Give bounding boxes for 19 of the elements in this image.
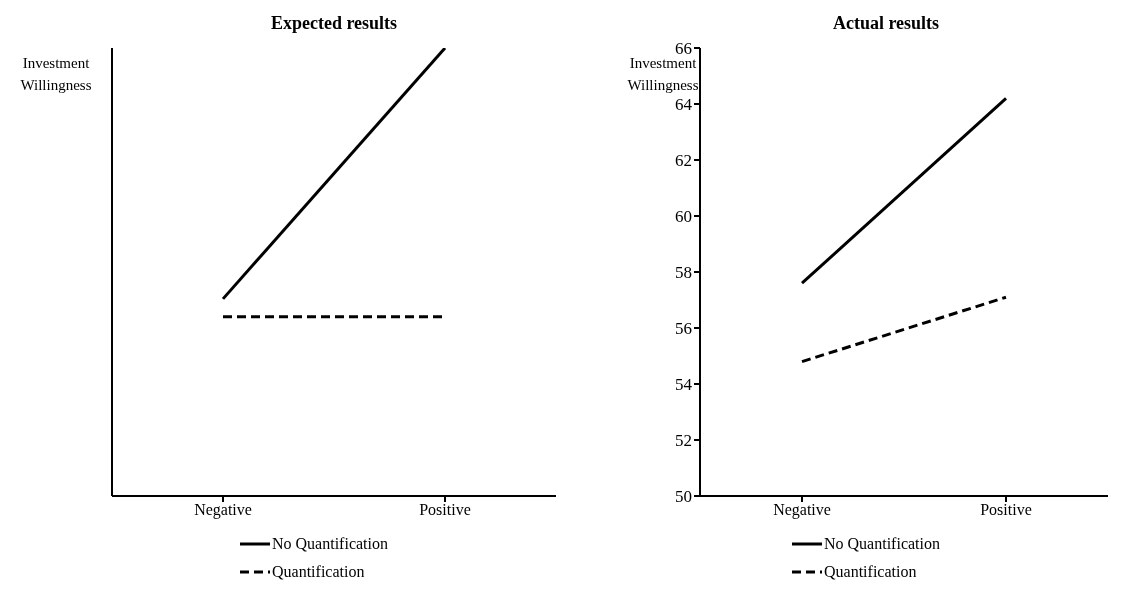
legend-label: No Quantification <box>824 535 940 553</box>
y-tick-label: 60 <box>675 207 692 227</box>
x-tick-label: Positive <box>419 501 471 519</box>
y-axis-title: Investment Willingness <box>19 54 93 95</box>
legend-label: No Quantification <box>272 535 388 553</box>
y-tick-label: 52 <box>675 431 692 451</box>
x-tick-label: Negative <box>194 501 252 520</box>
x-tick-label: Positive <box>980 501 1032 519</box>
legend-label: Quantification <box>824 563 917 581</box>
y-tick-label: 54 <box>675 375 693 395</box>
y-tick-label: 64 <box>675 95 693 115</box>
y-tick-label: 56 <box>675 319 692 339</box>
y-tick-label: 58 <box>675 263 692 283</box>
y-tick-label: 50 <box>675 487 692 507</box>
x-tick-label: Negative <box>773 501 831 520</box>
legend-label: Quantification <box>272 563 365 581</box>
chart-title: Actual results <box>831 12 941 35</box>
chart-title: Expected results <box>269 12 399 35</box>
y-tick-label: 62 <box>675 151 692 171</box>
